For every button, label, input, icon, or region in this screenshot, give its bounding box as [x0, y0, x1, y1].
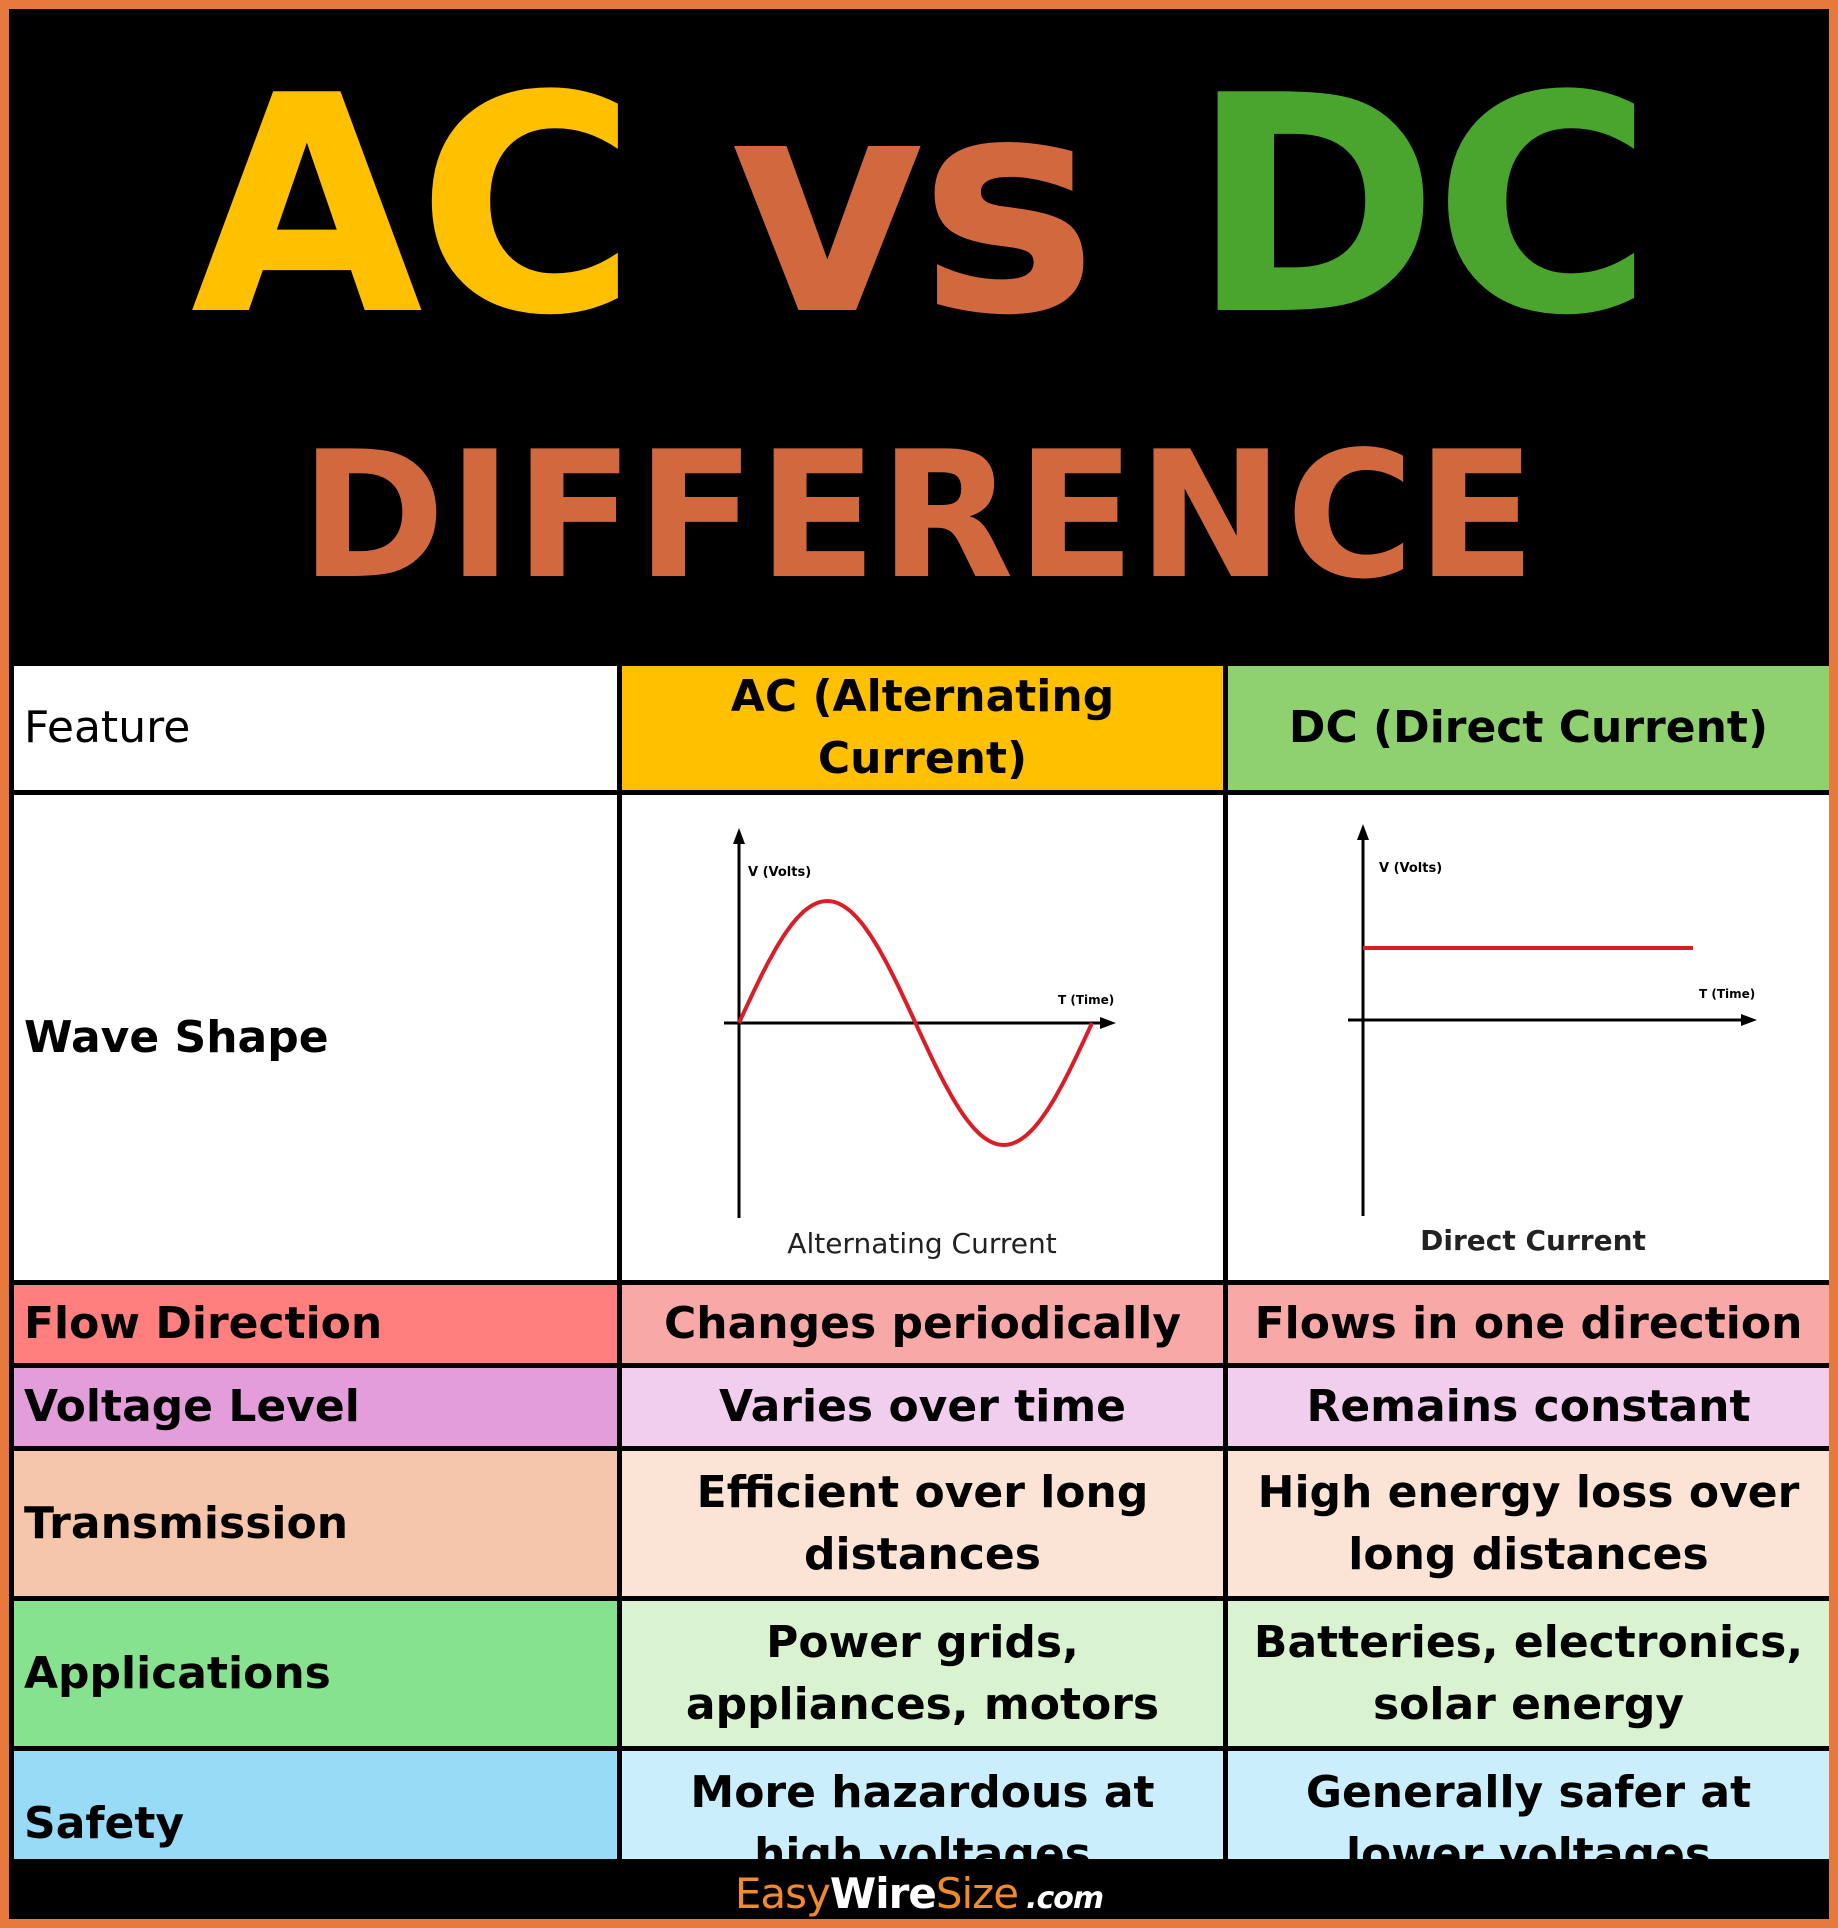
- header-feature: Feature: [9, 661, 622, 795]
- feature-cell: Applications: [9, 1596, 622, 1751]
- dc-cell: Remains constant: [1223, 1363, 1829, 1451]
- title-banner: AC vs DC DIFFERENCE: [9, 9, 1829, 659]
- site-logo[interactable]: EasyWireSize .com: [734, 1869, 1104, 1919]
- row-flow-direction: Flow Direction Changes periodically Flow…: [9, 1280, 1829, 1368]
- comparison-table: Feature AC (Alternating Current) DC (Dir…: [9, 661, 1829, 1901]
- header-dc: DC (Direct Current): [1223, 661, 1829, 795]
- dc-graph-cell: V (Volts) T (Time) Direct Current: [1223, 790, 1829, 1285]
- footer-bar: EasyWireSize .com: [9, 1859, 1829, 1919]
- dc-x-label: T (Time): [1699, 987, 1755, 1001]
- dc-y-arrow-icon: [1357, 823, 1369, 840]
- logo-size: Size: [935, 1869, 1019, 1918]
- ac-sine-curve: [737, 898, 1094, 1147]
- wave-shape-row: Wave Shape V (Volts) T (Time) Alternatin…: [9, 790, 1829, 1285]
- wave-shape-label: Wave Shape: [9, 790, 622, 1285]
- ac-wave-graph: V (Volts) T (Time) Alternating Current: [724, 827, 1116, 1260]
- dc-line-graph: V (Volts) T (Time) Direct Current: [1348, 823, 1757, 1257]
- feature-cell: Flow Direction: [9, 1280, 622, 1368]
- ac-cell: Changes periodically: [617, 1280, 1228, 1368]
- logo-com: .com: [1026, 1881, 1104, 1916]
- title-dc: DC: [1190, 32, 1653, 381]
- dc-x-arrow-icon: [1741, 1013, 1757, 1026]
- ac-y-arrow-icon: [733, 827, 745, 844]
- dc-cell: Batteries, electronics, solar energy: [1223, 1596, 1829, 1751]
- row-applications: Applications Power grids, appliances, mo…: [9, 1596, 1829, 1751]
- dc-cell: High energy loss over long distances: [1223, 1446, 1829, 1601]
- row-voltage-level: Voltage Level Varies over time Remains c…: [9, 1363, 1829, 1451]
- dc-cell: Flows in one direction: [1223, 1280, 1829, 1368]
- ac-x-arrow-icon: [1100, 1016, 1116, 1029]
- feature-cell: Voltage Level: [9, 1363, 622, 1451]
- logo-wire: Wire: [829, 1869, 937, 1918]
- main-title: AC vs DC: [9, 57, 1829, 357]
- dc-caption: Direct Current: [1420, 1224, 1646, 1257]
- ac-caption: Alternating Current: [787, 1227, 1056, 1260]
- title-ac: AC: [190, 32, 637, 381]
- ac-cell: Efficient over long distances: [617, 1446, 1228, 1601]
- feature-cell: Transmission: [9, 1446, 622, 1601]
- header-ac: AC (Alternating Current): [617, 661, 1228, 795]
- subtitle-difference: DIFFERENCE: [300, 415, 1538, 618]
- ac-x-label: T (Time): [1058, 993, 1114, 1007]
- ac-graph-cell: V (Volts) T (Time) Alternating Current: [617, 790, 1228, 1285]
- ac-cell: Varies over time: [617, 1363, 1228, 1451]
- header-row: Feature AC (Alternating Current) DC (Dir…: [9, 661, 1829, 795]
- title-vs: vs: [729, 32, 1098, 381]
- dc-y-label: V (Volts): [1379, 861, 1442, 876]
- ac-cell: Power grids, appliances, motors: [617, 1596, 1228, 1751]
- row-transmission: Transmission Efficient over long distanc…: [9, 1446, 1829, 1601]
- ac-y-label: V (Volts): [748, 865, 811, 880]
- logo-easy: Easy: [734, 1869, 831, 1918]
